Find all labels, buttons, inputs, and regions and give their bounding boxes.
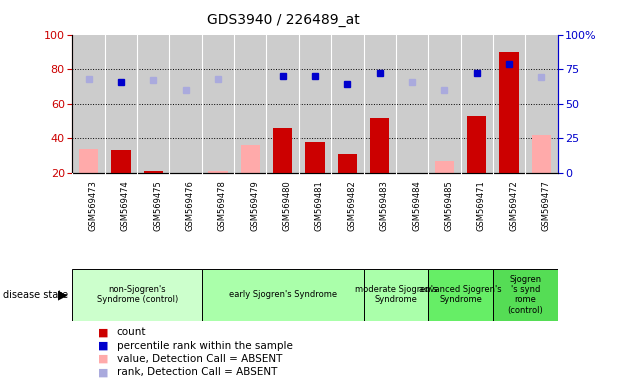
Text: ■: ■ xyxy=(98,354,108,364)
Text: GSM569480: GSM569480 xyxy=(283,180,292,231)
Bar xyxy=(241,145,260,173)
Text: GSM569479: GSM569479 xyxy=(250,180,260,231)
Bar xyxy=(500,52,518,173)
Bar xyxy=(79,149,98,173)
Text: GSM569476: GSM569476 xyxy=(186,180,195,231)
Text: ■: ■ xyxy=(98,367,108,377)
Bar xyxy=(364,269,428,321)
Text: GSM569471: GSM569471 xyxy=(477,180,486,231)
Text: Sjogren
's synd
rome
(control): Sjogren 's synd rome (control) xyxy=(507,275,543,315)
Text: GSM569483: GSM569483 xyxy=(380,180,389,231)
Text: GSM569472: GSM569472 xyxy=(509,180,518,231)
Bar xyxy=(338,154,357,173)
Bar xyxy=(144,171,163,173)
Bar xyxy=(273,128,292,173)
Bar xyxy=(370,118,389,173)
Text: GSM569484: GSM569484 xyxy=(412,180,421,231)
Text: GSM569482: GSM569482 xyxy=(347,180,357,231)
Bar xyxy=(72,269,202,321)
Text: GSM569473: GSM569473 xyxy=(89,180,98,231)
Bar xyxy=(209,171,227,173)
Text: percentile rank within the sample: percentile rank within the sample xyxy=(117,341,292,351)
Bar xyxy=(467,116,486,173)
Text: GSM569477: GSM569477 xyxy=(541,180,551,231)
Text: GSM569481: GSM569481 xyxy=(315,180,324,231)
Text: advanced Sjogren's
Syndrome: advanced Sjogren's Syndrome xyxy=(419,285,502,305)
Text: non-Sjogren's
Syndrome (control): non-Sjogren's Syndrome (control) xyxy=(96,285,178,305)
Text: ▶: ▶ xyxy=(59,288,68,301)
Bar xyxy=(428,269,493,321)
Text: value, Detection Call = ABSENT: value, Detection Call = ABSENT xyxy=(117,354,282,364)
Bar xyxy=(306,142,324,173)
Text: GDS3940 / 226489_at: GDS3940 / 226489_at xyxy=(207,13,360,27)
Text: rank, Detection Call = ABSENT: rank, Detection Call = ABSENT xyxy=(117,367,277,377)
Text: GSM569485: GSM569485 xyxy=(444,180,454,231)
Text: GSM569478: GSM569478 xyxy=(218,180,227,231)
Text: ■: ■ xyxy=(98,327,108,337)
Text: early Sjogren's Syndrome: early Sjogren's Syndrome xyxy=(229,290,336,299)
Text: disease state: disease state xyxy=(3,290,68,300)
Text: ■: ■ xyxy=(98,341,108,351)
Bar xyxy=(112,150,130,173)
Bar xyxy=(435,161,454,173)
Bar xyxy=(202,269,364,321)
Bar xyxy=(532,135,551,173)
Text: GSM569475: GSM569475 xyxy=(153,180,163,231)
Text: GSM569474: GSM569474 xyxy=(121,180,130,231)
Bar xyxy=(493,269,558,321)
Text: count: count xyxy=(117,327,146,337)
Text: moderate Sjogren's
Syndrome: moderate Sjogren's Syndrome xyxy=(355,285,437,305)
